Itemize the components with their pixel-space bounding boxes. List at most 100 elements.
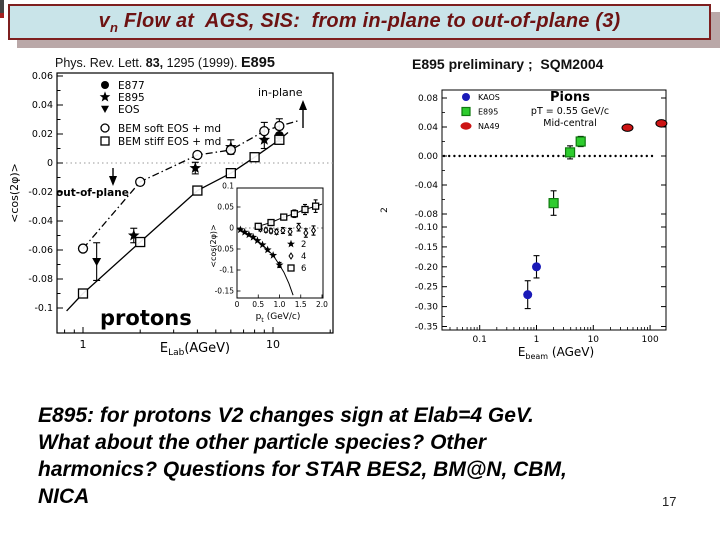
series-NA49 (621, 119, 668, 132)
data-point (564, 147, 576, 158)
zero-line-dot (515, 154, 518, 158)
data-point (244, 230, 253, 239)
data-point (311, 202, 320, 210)
x-tick-label: 10 (588, 335, 600, 345)
data-point (236, 225, 245, 234)
zero-line-dot (500, 154, 503, 158)
plot-subtitle-centrality: Mid-central (543, 118, 596, 129)
data-point (253, 236, 262, 244)
y-tick-label: 0.02 (32, 129, 53, 140)
data-point (303, 229, 309, 237)
caption-experiment: E895 (241, 55, 275, 71)
out-of-plane-label: out-of-plane (56, 187, 129, 199)
y-tick-label: 0.06 (32, 71, 53, 82)
zero-line-dot (479, 154, 482, 158)
y-axis-label: <cos(2φ)> (10, 163, 21, 223)
y-tick-label: 0.08 (418, 94, 438, 104)
zero-line-dot (531, 154, 534, 158)
zero-line-dot (645, 154, 648, 158)
caption-volume: 83, (145, 56, 164, 70)
zero-line-dot (494, 154, 498, 158)
x-axis-label: Ebeam (AGeV) (518, 345, 594, 361)
zero-line-dot (609, 154, 612, 158)
series-BEM-soft-EOS-+-md (77, 118, 285, 254)
zero-line-dot (448, 154, 451, 158)
data-point (77, 243, 89, 254)
inset-x-tick-label: 1.5 (295, 300, 307, 309)
inset-legend-label: 4 (301, 252, 306, 262)
data-point (249, 152, 260, 163)
data-point (225, 168, 236, 179)
zero-line-dot (619, 154, 622, 158)
data-point (192, 185, 203, 196)
data-point (259, 125, 270, 137)
legend-label: E895 (478, 107, 498, 116)
data-point (267, 218, 275, 227)
zero-line-dot (526, 154, 529, 158)
data-point (274, 120, 285, 132)
zero-line-dot (630, 154, 633, 158)
slide-title: vn Flow at AGS, SIS: from in-plane to ou… (99, 10, 621, 35)
data-point (263, 226, 269, 235)
series-EOS (92, 242, 102, 281)
y-tick-label: -0.04 (415, 181, 439, 191)
x-tick-label: 10 (266, 338, 280, 351)
data-point (99, 91, 111, 102)
y-tick-label: 0.04 (32, 100, 53, 111)
legend-label: NA49 (478, 122, 500, 131)
data-point (288, 252, 294, 260)
data-point (301, 205, 309, 214)
inset-y-tick-label: -0.15 (215, 287, 235, 296)
zero-line-dot (593, 154, 596, 158)
inset-y-tick-label: -0.1 (219, 266, 234, 275)
legend-label: BEM soft EOS + md (118, 123, 221, 135)
y-tick-label: -0.30 (415, 303, 439, 313)
inset-x-tick-label: 0.5 (252, 300, 264, 309)
y-tick-label: -0.20 (415, 263, 439, 273)
corner-artifact (0, 0, 4, 13)
y-tick-label: -0.02 (28, 187, 53, 198)
zero-line-dot (614, 154, 617, 158)
inset-y-tick-label: -0.05 (215, 245, 235, 254)
right-chart-svg: 0.08 0.04 0.00 -0.04 -0.08 -0.10 -0.15 -0.20 -0.… (380, 89, 668, 361)
series-E895 (548, 135, 586, 216)
inset-x-axis-label: pt (GeV/c) (256, 312, 301, 324)
data-point (280, 226, 286, 235)
zero-line-dot (562, 154, 565, 158)
data-point (575, 136, 586, 147)
data-point (275, 260, 284, 269)
zero-line-dot (598, 154, 602, 158)
data-point (460, 122, 472, 130)
zero-line-dot (541, 154, 544, 158)
data-point (189, 161, 202, 174)
zero-line-dot (484, 154, 487, 158)
zero-line-dot (640, 154, 643, 158)
series-KAOS (523, 255, 541, 310)
zero-line-dot (650, 154, 654, 158)
zero-line-dot (520, 154, 524, 158)
zero-line-dot (583, 154, 586, 158)
zero-line-dot (546, 154, 550, 158)
x-tick-label: 1 (534, 335, 540, 345)
inset-x-tick-label: 1.0 (274, 300, 286, 309)
y-tick-label: -0.04 (28, 216, 53, 227)
data-point (523, 290, 533, 300)
x-tick-label: 100 (642, 335, 659, 345)
y-tick-label: -0.1 (34, 303, 53, 314)
inset-legend-label: 2 (301, 240, 306, 250)
plot-frame (56, 72, 334, 334)
y-tick-label: -0.08 (28, 274, 53, 285)
data-point (135, 176, 146, 187)
plot-frame (441, 89, 667, 331)
zero-line-dot (453, 154, 456, 158)
data-point (92, 258, 102, 267)
inset-series-6 (254, 199, 320, 230)
inset-x-tick-label: 0 (235, 300, 240, 309)
data-point (269, 251, 278, 259)
title-sub-n: n (109, 19, 119, 35)
inset-y-axis-label: <cos(2φ)> (209, 224, 218, 267)
caption-journal: Phys. Rev. Lett. (55, 56, 146, 70)
corner-artifact-red (0, 13, 4, 18)
zero-line-dot (578, 154, 581, 158)
